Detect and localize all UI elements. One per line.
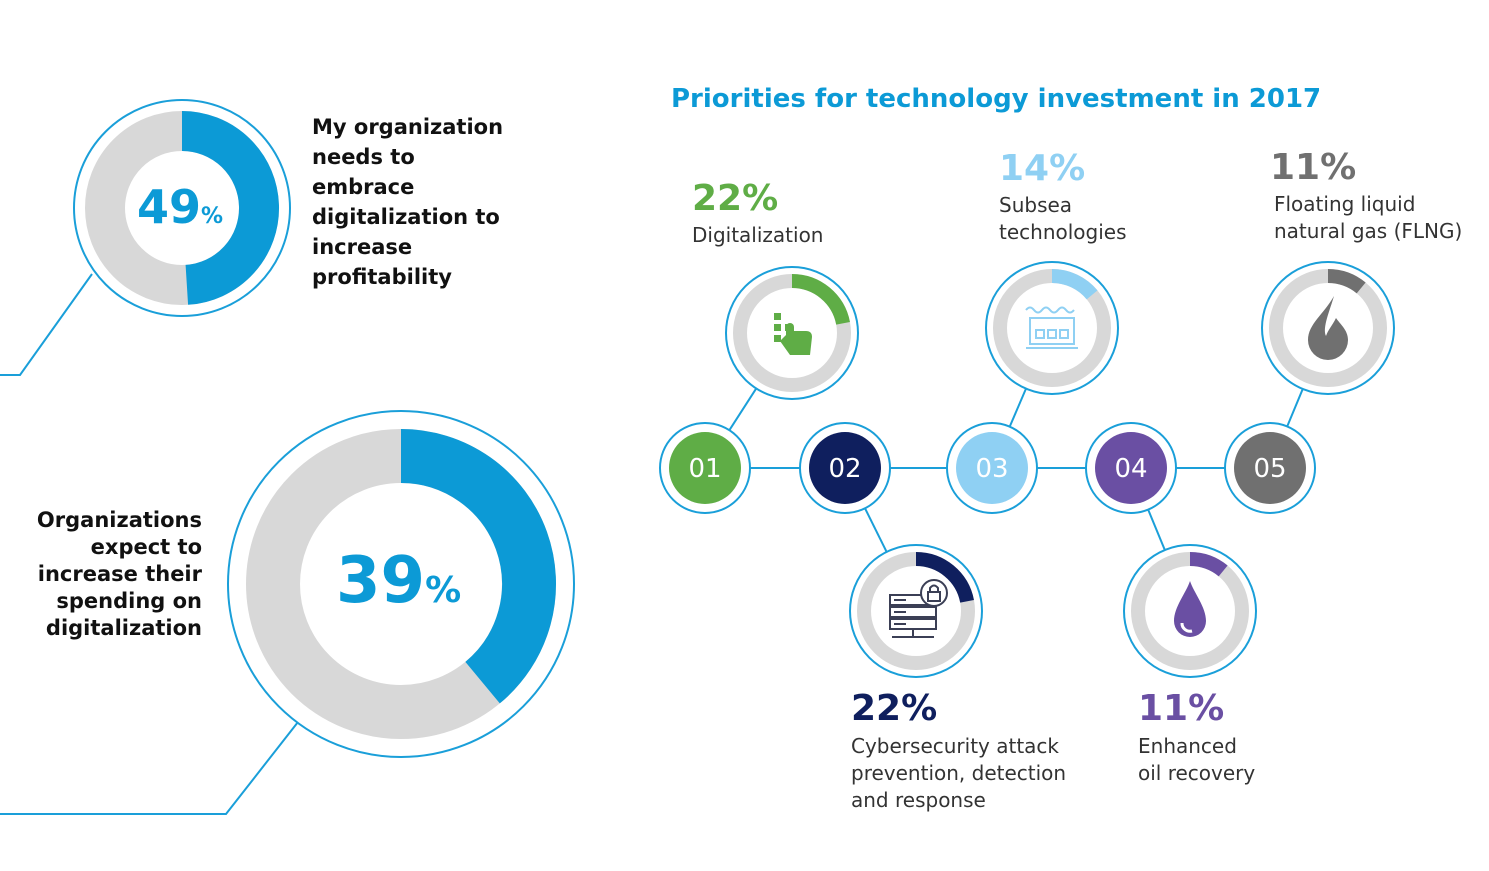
priority-05-connector bbox=[1286, 388, 1304, 427]
stat1-number: 49 bbox=[137, 180, 202, 234]
priority-02-node-fill bbox=[809, 432, 881, 504]
gas-flame-icon bbox=[1308, 296, 1348, 360]
hand-touch-icon bbox=[774, 313, 812, 355]
priority-05-label: Floating liquid natural gas (FLNG) bbox=[1274, 191, 1462, 245]
priority-05-ring-value-arc bbox=[1327, 269, 1366, 294]
priority-02-label-line: and response bbox=[851, 788, 986, 812]
priority-03-percent: 14% bbox=[999, 148, 1086, 189]
priority-04-node-fill bbox=[1095, 432, 1167, 504]
priority-02-label-line: Cybersecurity attack bbox=[851, 734, 1060, 758]
priority-02-number: 02 bbox=[828, 454, 861, 484]
priority-01-label: Digitalization bbox=[692, 222, 823, 249]
stat2-donut-value-arc bbox=[400, 429, 556, 704]
stat2-unit: % bbox=[425, 570, 462, 611]
stat1-value: 49% bbox=[137, 180, 223, 234]
priority-04-connector bbox=[1147, 509, 1166, 551]
priority-04-label-line: Enhanced bbox=[1138, 734, 1237, 758]
stat2-value: 39% bbox=[336, 544, 461, 618]
priority-02-ring-value-arc bbox=[915, 552, 974, 603]
stat1-unit: % bbox=[201, 204, 224, 229]
priority-03-number: 03 bbox=[975, 454, 1008, 484]
priority-01-label-line: Digitalization bbox=[692, 223, 824, 247]
priority-05-node-fill bbox=[1234, 432, 1306, 504]
priority-04-number: 04 bbox=[1114, 454, 1147, 484]
priority-02-label: Cybersecurity attack prevention, detecti… bbox=[851, 733, 1066, 814]
priority-02-label-line: prevention, detection bbox=[851, 761, 1067, 785]
priority-05-label-line: natural gas (FLNG) bbox=[1274, 219, 1463, 243]
priority-05-percent: 11% bbox=[1270, 147, 1357, 188]
priority-05-label-line: Floating liquid bbox=[1274, 192, 1416, 216]
priority-01-percent: 22% bbox=[692, 178, 779, 219]
connector-line-stat1 bbox=[0, 273, 93, 376]
priority-03-label-line: Subsea bbox=[999, 193, 1073, 217]
oil-drop-icon bbox=[1174, 581, 1206, 637]
priority-03-label-line: technologies bbox=[999, 220, 1127, 244]
priority-04-label: Enhanced oil recovery bbox=[1138, 733, 1255, 787]
stat1-donut-value-arc bbox=[181, 111, 280, 305]
stat1-text: My organization needs to embrace digital… bbox=[312, 115, 504, 289]
priority-03-node-fill bbox=[956, 432, 1028, 504]
priority-02-connector bbox=[864, 507, 888, 553]
priority-03-connector bbox=[1008, 388, 1027, 428]
chart-title: Priorities for technology investment in … bbox=[671, 84, 1322, 114]
priority-04-ring-value-arc bbox=[1189, 552, 1228, 577]
priority-01-number: 01 bbox=[688, 454, 721, 484]
priority-01-node-fill bbox=[669, 432, 741, 504]
priority-05-number: 05 bbox=[1253, 454, 1286, 484]
priority-01-connector bbox=[728, 387, 758, 431]
priority-04-percent: 11% bbox=[1138, 688, 1225, 729]
server-lock-icon bbox=[889, 579, 948, 638]
priority-02-percent: 22% bbox=[851, 688, 938, 729]
priority-03-ring-value-arc bbox=[1051, 269, 1098, 300]
priority-04-label-line: oil recovery bbox=[1138, 761, 1256, 785]
stat2-number: 39 bbox=[336, 544, 426, 618]
priority-03-label: Subsea technologies bbox=[999, 192, 1127, 246]
subsea-platform-icon bbox=[1025, 306, 1078, 349]
connector-line-stat2 bbox=[0, 721, 299, 815]
stat2-text: Organizations expect to increase their s… bbox=[36, 508, 202, 640]
priority-01-ring-value-arc bbox=[791, 274, 850, 325]
